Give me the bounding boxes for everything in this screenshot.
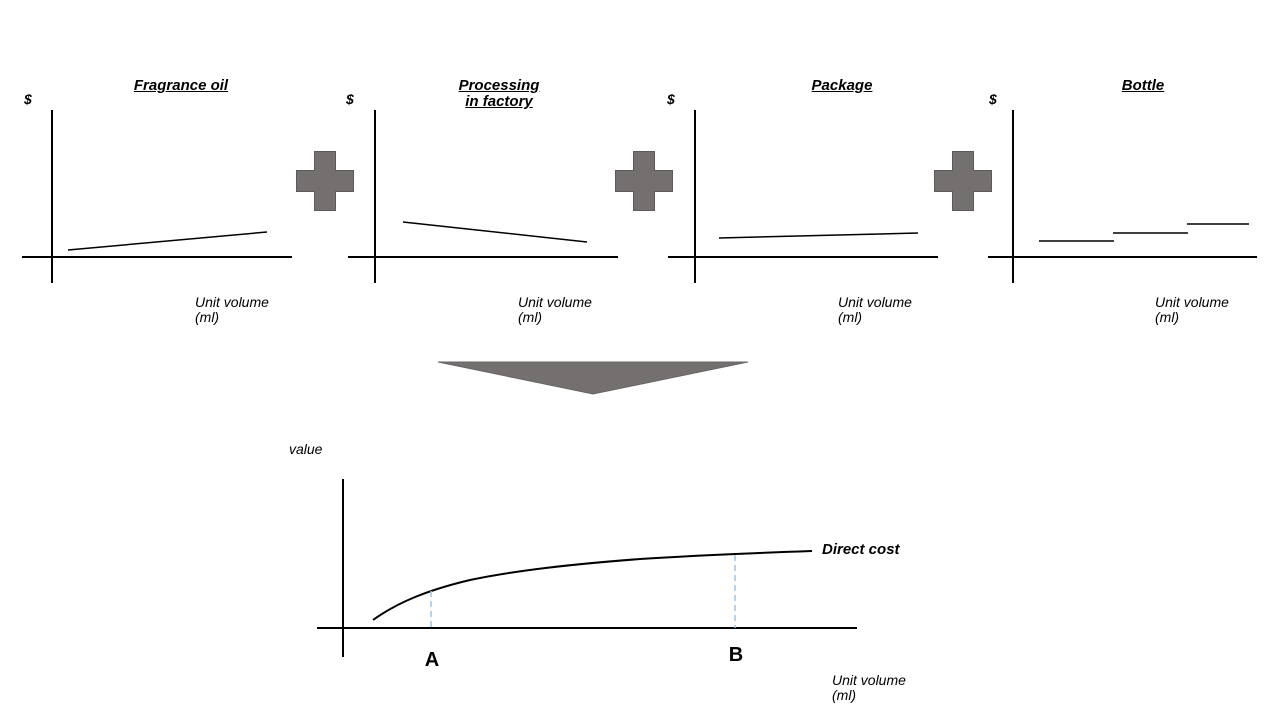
fragrance-oil-x-axis-label-line1: Unit volume (195, 294, 269, 310)
processing-x-axis-label-line1: Unit volume (518, 294, 592, 310)
package-dollar-label: $ (667, 91, 675, 107)
processing-x-axis-label: Unit volume (ml) (518, 265, 592, 355)
package-cost-line (718, 232, 919, 239)
fragrance-oil-x-axis-label: Unit volume (ml) (195, 265, 269, 355)
down-arrow-icon (437, 361, 749, 395)
fragrance-oil-cost-line (67, 231, 268, 251)
result-x-axis-label-line2: (ml) (832, 687, 857, 703)
bottle-x-axis-label: Unit volume (ml) (1155, 265, 1229, 355)
plus-icon-1 (296, 151, 354, 211)
processing-title-line1: Processing (458, 77, 540, 94)
package-x-axis-label-line2: (ml) (838, 309, 863, 325)
package-x-axis-label-line1: Unit volume (838, 294, 912, 310)
bottle-x-axis-label-line2: (ml) (1155, 309, 1180, 325)
processing-title: Processing in factory (419, 46, 579, 142)
direct-cost-label: Direct cost (822, 541, 900, 558)
result-value-label: value (289, 441, 323, 457)
fragrance-oil-title-line1: Fragrance oil (133, 77, 229, 94)
package-x-axis-label: Unit volume (ml) (838, 265, 912, 355)
plus-icon-3 (934, 151, 992, 211)
processing-x-axis-label-line2: (ml) (518, 309, 543, 325)
marker-b-label: B (728, 644, 744, 666)
processing-title-line2: in factory (465, 93, 533, 110)
marker-a-label: A (424, 649, 440, 671)
fragrance-oil-x-axis-label-line2: (ml) (195, 309, 220, 325)
bottle-title: Bottle (1063, 46, 1223, 126)
processing-dollar-label: $ (346, 91, 354, 107)
bottle-dollar-label: $ (989, 91, 997, 107)
fragrance-oil-title: Fragrance oil (101, 46, 261, 126)
plus-icon-2 (615, 151, 673, 211)
package-title: Package (762, 46, 922, 126)
result-x-axis-label-line1: Unit volume (832, 672, 906, 688)
processing-cost-line (402, 221, 588, 243)
package-title-line1: Package (811, 77, 873, 94)
bottle-title-line1: Bottle (1121, 77, 1165, 94)
bottle-x-axis-label-line1: Unit volume (1155, 294, 1229, 310)
direct-cost-curve (372, 550, 813, 621)
result-x-axis-label: Unit volume (ml) (832, 643, 906, 704)
fragrance-oil-dollar-label: $ (24, 91, 32, 107)
